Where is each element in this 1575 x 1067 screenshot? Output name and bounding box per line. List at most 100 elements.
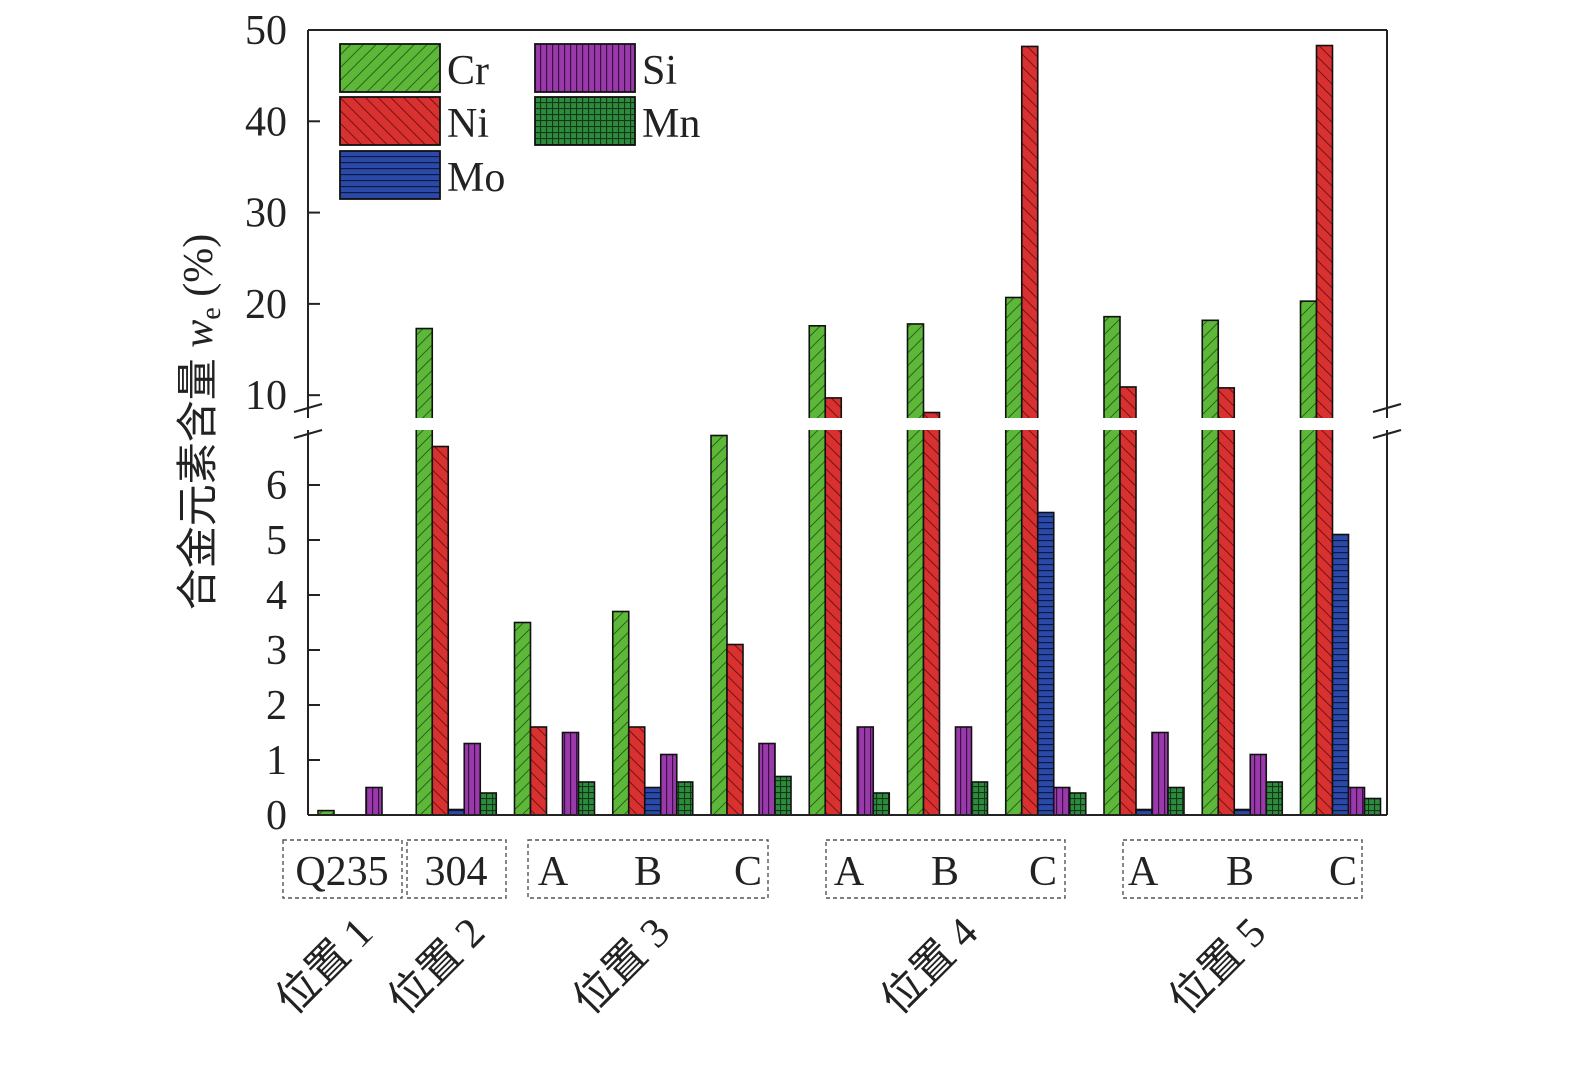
y-axis-title-subscript: e (196, 307, 227, 319)
bar-cr-7 (1004, 296, 1023, 816)
y-axis-title-symbol: w (176, 320, 222, 348)
y-tick-label-50: 50 (245, 8, 287, 54)
bar-mo-10 (1331, 533, 1350, 816)
bar-mn-8 (1167, 786, 1185, 816)
bar-ni-3 (627, 726, 646, 816)
bar-mn-5 (872, 792, 891, 816)
location-label-4: 位置 4 (872, 909, 987, 1024)
bar-si-4 (758, 742, 776, 816)
bar-si-3 (659, 753, 678, 816)
bar-si-2 (561, 731, 580, 816)
y-tick-label-40: 40 (245, 99, 287, 145)
legend-label-mo: Mo (447, 155, 505, 201)
bar-si-1 (463, 742, 482, 816)
category-label-7: C (1029, 849, 1057, 895)
legend-swatch-si (534, 43, 636, 93)
bar-ni-4 (726, 643, 744, 816)
bar-mn-10 (1363, 797, 1382, 816)
y-axis-title-unit: (%) (176, 234, 222, 297)
bar-si-10 (1347, 786, 1366, 816)
bar-mn-6 (970, 781, 989, 816)
location-label-1: 位置 1 (267, 909, 382, 1024)
bar-cr-10 (1299, 300, 1318, 816)
location-label-2: 位置 2 (379, 909, 494, 1024)
bar-ni-8 (1119, 386, 1137, 816)
category-label-0: Q235 (295, 849, 388, 895)
bar-si-7 (1052, 786, 1071, 816)
axis-break-mark-right-lower (1372, 428, 1402, 440)
bar-mn-7 (1068, 792, 1087, 816)
bar-cr-3 (611, 610, 630, 816)
axis-break-mark-left-upper (293, 402, 323, 414)
y-tick-label-2: 2 (266, 683, 287, 729)
bar-si-5 (856, 726, 875, 816)
bar-mn-9 (1265, 781, 1284, 816)
legend: Cr Ni Mo Si Mn (339, 43, 700, 201)
category-label-1: 304 (425, 849, 488, 895)
bar-ni-7 (1020, 45, 1039, 816)
bar-ni-10 (1315, 44, 1334, 816)
category-group-box-3 (527, 839, 769, 899)
y-tick-label-10: 10 (245, 373, 287, 419)
legend-label-cr: Cr (447, 48, 489, 94)
legend-label-si: Si (642, 48, 677, 94)
bar-cr-1 (415, 327, 434, 816)
bar-ni-2 (529, 726, 548, 816)
y-tick-label-1: 1 (266, 738, 287, 784)
axis-break-mark-right-upper (1372, 402, 1402, 414)
legend-swatch-ni (339, 96, 441, 146)
bar-cr-4 (710, 434, 728, 816)
bar-mo-3 (643, 786, 662, 816)
y-axis-title-space (176, 348, 222, 359)
legend-swatch-mo (339, 150, 441, 200)
category-label-6: B (931, 849, 959, 895)
x-category-groups: Q235 304 A B C A B C A B C 位置 1位置 2 位置 3 位置 4 位置 5 (267, 839, 1363, 1024)
category-group-box-2 (406, 839, 507, 899)
bars-layer (310, 44, 1385, 816)
y-tick-label-20: 20 (245, 282, 287, 328)
bar-cr-5 (808, 324, 827, 816)
y-axis-title-space-2 (176, 297, 222, 308)
y-axis-title: 合金元素含量 we (%) (175, 234, 227, 610)
category-label-2: A (538, 849, 569, 895)
bar-mn-1 (479, 792, 498, 816)
category-label-9: B (1226, 849, 1254, 895)
legend-swatch-cr (339, 43, 441, 93)
y-axis-title-text: 合金元素含量 (175, 358, 222, 610)
location-label-3: 位置 3 (564, 909, 679, 1024)
y-tick-label-0: 0 (266, 793, 287, 839)
bar-si-9 (1249, 753, 1268, 816)
axes-layer: 0 1 2 3 4 5 6 10 20 30 40 50 (245, 8, 1402, 839)
bar-ni-5 (824, 397, 843, 816)
category-group-box-4 (825, 839, 1066, 899)
bar-cr-6 (906, 323, 925, 816)
bar-mn-2 (577, 781, 596, 816)
y-tick-label-4: 4 (266, 573, 287, 619)
bar-mo-7 (1036, 511, 1055, 816)
bar-si-8 (1151, 731, 1169, 816)
category-label-4: C (734, 849, 762, 895)
category-label-3: B (634, 849, 662, 895)
category-label-10: C (1329, 849, 1357, 895)
axis-break-mark-left-lower (293, 428, 323, 440)
bar-si-0 (365, 786, 383, 816)
category-group-box-5 (1122, 839, 1363, 899)
bar-si-6 (954, 726, 973, 816)
location-label-5: 位置 5 (1160, 909, 1275, 1024)
bar-ni-9 (1217, 387, 1236, 816)
category-label-5: A (834, 849, 865, 895)
bar-mn-4 (774, 775, 792, 816)
y-tick-label-6: 6 (266, 463, 287, 509)
bar-cr-2 (513, 621, 532, 816)
bar-cr-9 (1201, 319, 1220, 816)
legend-swatch-mn (534, 96, 636, 146)
legend-label-mn: Mn (642, 101, 700, 147)
category-label-8: A (1128, 849, 1159, 895)
y-tick-label-30: 30 (245, 191, 287, 237)
y-axis-label: 合金元素含量 we (%) (175, 234, 227, 610)
bar-mn-3 (675, 781, 694, 816)
category-group-box-1 (282, 839, 403, 899)
bar-ni-1 (431, 445, 450, 816)
y-tick-label-3: 3 (266, 628, 287, 674)
